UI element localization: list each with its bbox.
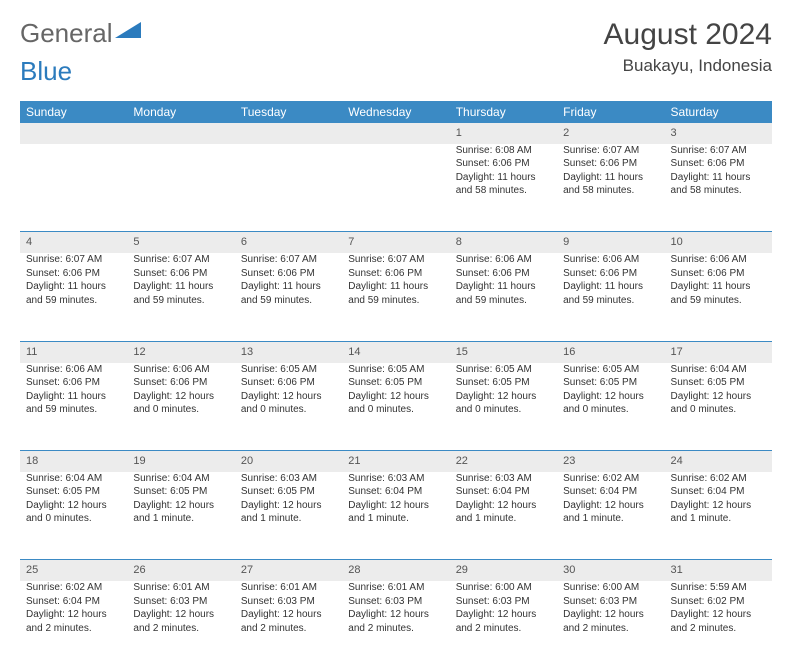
- day-number: 25: [20, 560, 127, 581]
- info-row: Sunrise: 6:06 AMSunset: 6:06 PMDaylight:…: [20, 363, 772, 451]
- day-number: 10: [665, 232, 772, 253]
- brand-logo: General: [20, 18, 141, 49]
- day-number: 5: [127, 232, 234, 253]
- day-number: 7: [342, 232, 449, 253]
- info-row: Sunrise: 6:08 AMSunset: 6:06 PMDaylight:…: [20, 144, 772, 232]
- day-info: Sunrise: 6:07 AMSunset: 6:06 PMDaylight:…: [342, 253, 449, 341]
- day-info: Sunrise: 6:07 AMSunset: 6:06 PMDaylight:…: [127, 253, 234, 341]
- day-info: Sunrise: 6:05 AMSunset: 6:06 PMDaylight:…: [235, 363, 342, 451]
- day-info: Sunrise: 6:00 AMSunset: 6:03 PMDaylight:…: [450, 581, 557, 669]
- day-number: 21: [342, 451, 449, 472]
- day-number: 20: [235, 451, 342, 472]
- day-number: 22: [450, 451, 557, 472]
- col-sat: Saturday: [665, 101, 772, 123]
- day-info: Sunrise: 6:07 AMSunset: 6:06 PMDaylight:…: [557, 144, 664, 232]
- day-number: 11: [20, 341, 127, 362]
- day-number: 15: [450, 341, 557, 362]
- col-thu: Thursday: [450, 101, 557, 123]
- day-number: [342, 123, 449, 144]
- col-wed: Wednesday: [342, 101, 449, 123]
- day-info: Sunrise: 6:06 AMSunset: 6:06 PMDaylight:…: [450, 253, 557, 341]
- day-info: Sunrise: 6:05 AMSunset: 6:05 PMDaylight:…: [450, 363, 557, 451]
- day-number: 29: [450, 560, 557, 581]
- day-info: Sunrise: 6:06 AMSunset: 6:06 PMDaylight:…: [127, 363, 234, 451]
- day-info: Sunrise: 6:04 AMSunset: 6:05 PMDaylight:…: [20, 472, 127, 560]
- day-number: 30: [557, 560, 664, 581]
- month-title: August 2024: [604, 18, 772, 52]
- day-info: Sunrise: 6:03 AMSunset: 6:05 PMDaylight:…: [235, 472, 342, 560]
- daynum-row: 11121314151617: [20, 341, 772, 362]
- day-info: Sunrise: 6:03 AMSunset: 6:04 PMDaylight:…: [450, 472, 557, 560]
- daynum-row: 123: [20, 123, 772, 144]
- daynum-row: 25262728293031: [20, 560, 772, 581]
- daynum-row: 45678910: [20, 232, 772, 253]
- day-number: 19: [127, 451, 234, 472]
- day-number: 18: [20, 451, 127, 472]
- day-number: 2: [557, 123, 664, 144]
- day-info: Sunrise: 5:59 AMSunset: 6:02 PMDaylight:…: [665, 581, 772, 669]
- day-info: Sunrise: 6:06 AMSunset: 6:06 PMDaylight:…: [20, 363, 127, 451]
- daynum-row: 18192021222324: [20, 451, 772, 472]
- col-tue: Tuesday: [235, 101, 342, 123]
- day-info: Sunrise: 6:01 AMSunset: 6:03 PMDaylight:…: [127, 581, 234, 669]
- day-info: Sunrise: 6:06 AMSunset: 6:06 PMDaylight:…: [557, 253, 664, 341]
- day-number: [127, 123, 234, 144]
- day-number: 28: [342, 560, 449, 581]
- info-row: Sunrise: 6:02 AMSunset: 6:04 PMDaylight:…: [20, 581, 772, 669]
- day-info: Sunrise: 6:04 AMSunset: 6:05 PMDaylight:…: [665, 363, 772, 451]
- title-block: August 2024 Buakayu, Indonesia: [604, 18, 772, 76]
- day-number: [235, 123, 342, 144]
- day-number: 23: [557, 451, 664, 472]
- day-number: 9: [557, 232, 664, 253]
- day-info: Sunrise: 6:05 AMSunset: 6:05 PMDaylight:…: [557, 363, 664, 451]
- day-number: 13: [235, 341, 342, 362]
- col-fri: Friday: [557, 101, 664, 123]
- day-number: [20, 123, 127, 144]
- location-label: Buakayu, Indonesia: [604, 56, 772, 76]
- day-info: [20, 144, 127, 232]
- day-info: Sunrise: 6:07 AMSunset: 6:06 PMDaylight:…: [665, 144, 772, 232]
- day-info: Sunrise: 6:02 AMSunset: 6:04 PMDaylight:…: [557, 472, 664, 560]
- day-info: Sunrise: 6:02 AMSunset: 6:04 PMDaylight:…: [665, 472, 772, 560]
- day-info: [342, 144, 449, 232]
- day-info: Sunrise: 6:04 AMSunset: 6:05 PMDaylight:…: [127, 472, 234, 560]
- day-info: Sunrise: 6:08 AMSunset: 6:06 PMDaylight:…: [450, 144, 557, 232]
- day-info: Sunrise: 6:07 AMSunset: 6:06 PMDaylight:…: [20, 253, 127, 341]
- day-info: [127, 144, 234, 232]
- col-mon: Monday: [127, 101, 234, 123]
- info-row: Sunrise: 6:07 AMSunset: 6:06 PMDaylight:…: [20, 253, 772, 341]
- day-number: 16: [557, 341, 664, 362]
- day-info: Sunrise: 6:05 AMSunset: 6:05 PMDaylight:…: [342, 363, 449, 451]
- day-number: 4: [20, 232, 127, 253]
- calendar-table: Sunday Monday Tuesday Wednesday Thursday…: [20, 101, 772, 669]
- brand-text-1: General: [20, 18, 113, 49]
- day-info: Sunrise: 6:01 AMSunset: 6:03 PMDaylight:…: [235, 581, 342, 669]
- brand-triangle-icon: [115, 18, 141, 49]
- day-number: 14: [342, 341, 449, 362]
- day-number: 27: [235, 560, 342, 581]
- day-info: Sunrise: 6:07 AMSunset: 6:06 PMDaylight:…: [235, 253, 342, 341]
- day-number: 12: [127, 341, 234, 362]
- day-number: 24: [665, 451, 772, 472]
- day-info: Sunrise: 6:06 AMSunset: 6:06 PMDaylight:…: [665, 253, 772, 341]
- day-number: 8: [450, 232, 557, 253]
- day-info: Sunrise: 6:03 AMSunset: 6:04 PMDaylight:…: [342, 472, 449, 560]
- day-number: 31: [665, 560, 772, 581]
- day-number: 1: [450, 123, 557, 144]
- day-number: 6: [235, 232, 342, 253]
- day-info: Sunrise: 6:00 AMSunset: 6:03 PMDaylight:…: [557, 581, 664, 669]
- day-number: 3: [665, 123, 772, 144]
- day-info: [235, 144, 342, 232]
- col-sun: Sunday: [20, 101, 127, 123]
- day-number: 26: [127, 560, 234, 581]
- day-number: 17: [665, 341, 772, 362]
- weekday-row: Sunday Monday Tuesday Wednesday Thursday…: [20, 101, 772, 123]
- day-info: Sunrise: 6:01 AMSunset: 6:03 PMDaylight:…: [342, 581, 449, 669]
- info-row: Sunrise: 6:04 AMSunset: 6:05 PMDaylight:…: [20, 472, 772, 560]
- day-info: Sunrise: 6:02 AMSunset: 6:04 PMDaylight:…: [20, 581, 127, 669]
